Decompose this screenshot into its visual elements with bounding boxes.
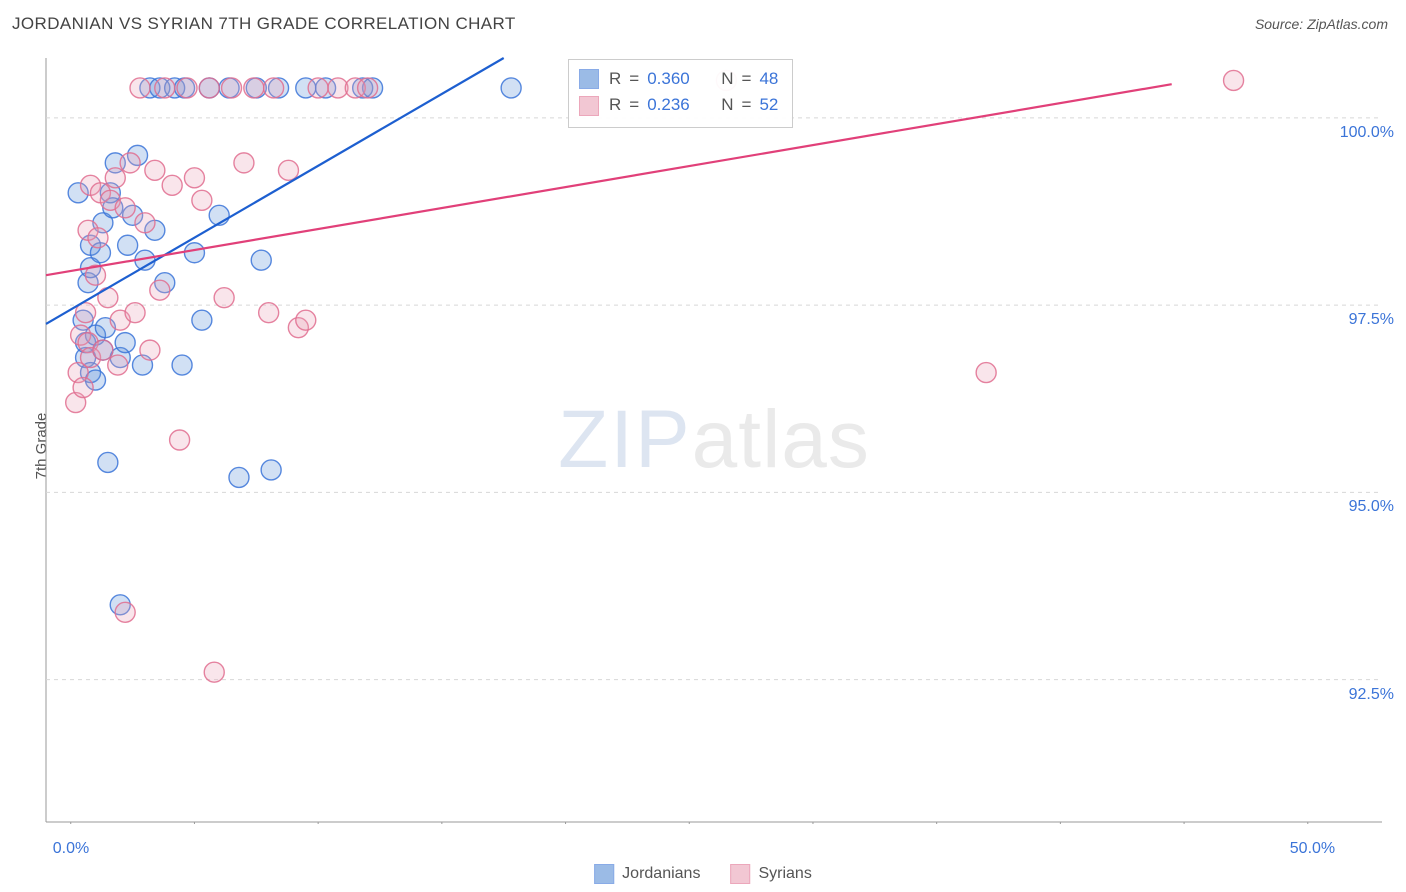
n-value: 52 [759, 92, 778, 118]
stats-row-jordanians: R = 0.360 N = 48 [579, 66, 778, 92]
y-tick-label: 100.0% [1340, 124, 1394, 142]
x-tick-label: 0.0% [53, 840, 89, 858]
legend-swatch [579, 69, 599, 89]
equals-sign: = [742, 92, 752, 118]
n-label: N [721, 92, 733, 118]
legend-swatch [594, 864, 614, 884]
y-tick-label: 92.5% [1349, 686, 1394, 704]
r-label: R [609, 66, 621, 92]
stats-row-syrians: R = 0.236 N = 52 [579, 92, 778, 118]
legend-item-jordanians: Jordanians [594, 864, 700, 884]
n-value: 48 [759, 66, 778, 92]
x-tick-label: 50.0% [1290, 840, 1335, 858]
y-tick-label: 97.5% [1349, 311, 1394, 329]
bottom-legend: Jordanians Syrians [594, 864, 812, 884]
y-tick-label: 95.0% [1349, 498, 1394, 516]
legend-swatch [579, 96, 599, 116]
plot-area: ZIPatlas R=0.360N=48R=0.236N=52 [44, 56, 1384, 824]
legend-label: Jordanians [622, 865, 700, 883]
equals-sign: = [629, 66, 639, 92]
source-attribution: Source: ZipAtlas.com [1255, 16, 1388, 32]
correlation-stats-box: R = 0.360 N = 48 R = 0.236 N = 52 [568, 59, 793, 128]
n-label: N [721, 66, 733, 92]
legend-label: Syrians [758, 865, 811, 883]
scatter-plot-svg [44, 56, 1384, 824]
legend-item-syrians: Syrians [730, 864, 811, 884]
legend-swatch [730, 864, 750, 884]
chart-title: JORDANIAN VS SYRIAN 7TH GRADE CORRELATIO… [12, 14, 516, 34]
r-label: R [609, 92, 621, 118]
equals-sign: = [742, 66, 752, 92]
chart-header: JORDANIAN VS SYRIAN 7TH GRADE CORRELATIO… [0, 0, 1406, 46]
r-value: 0.360 [647, 66, 703, 92]
equals-sign: = [629, 92, 639, 118]
r-value: 0.236 [647, 92, 703, 118]
